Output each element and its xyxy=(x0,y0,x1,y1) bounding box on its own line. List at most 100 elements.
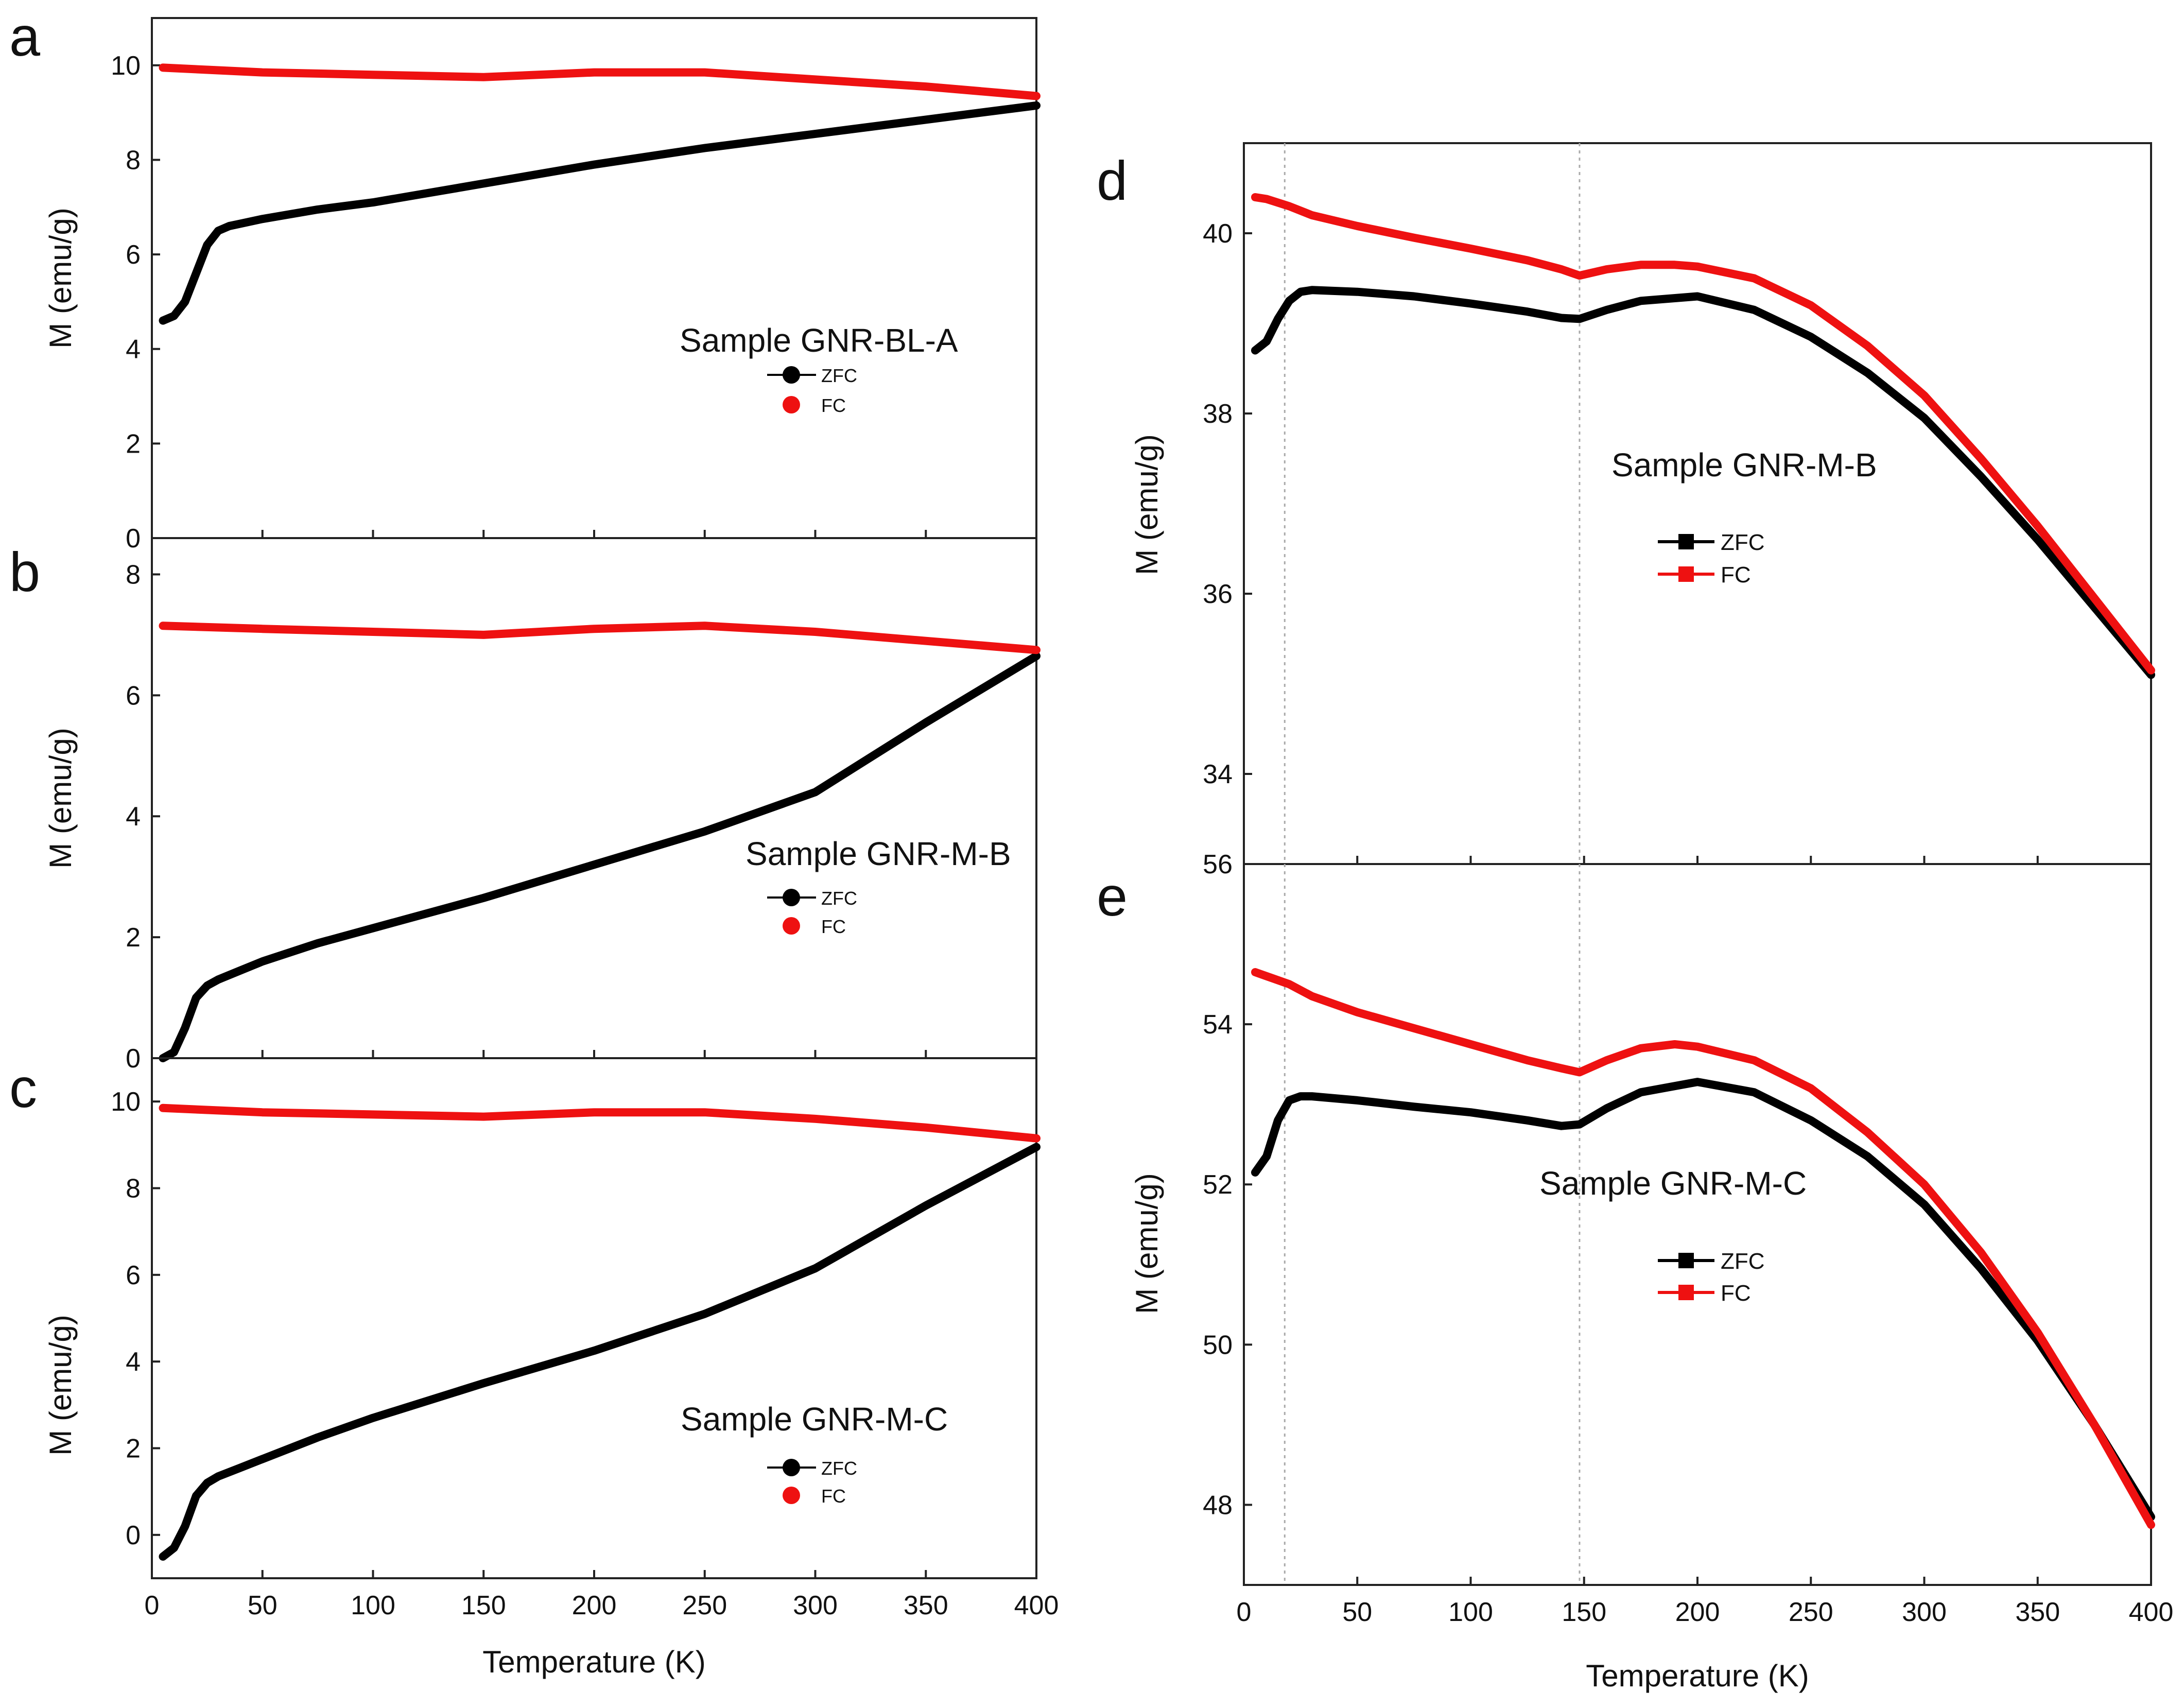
panel-b-legend-zfc-label: ZFC xyxy=(821,888,857,909)
panel-d-ylabel: M (emu/g) xyxy=(1130,434,1164,575)
panel-d-letter: d xyxy=(1097,149,1128,212)
panel-b-series xyxy=(159,622,1041,1062)
panel-c-xtick-label: 50 xyxy=(248,1591,278,1620)
panel-c-annotation: Sample GNR-M-C xyxy=(681,1401,948,1438)
panel-a-ytick-label: 0 xyxy=(126,524,141,554)
panel-e-annotation: Sample GNR-M-C xyxy=(1539,1165,1807,1202)
panel-b-ticks: 0 2 4 6 8 xyxy=(126,560,1037,1074)
panel-b: 0 2 4 6 8 b M (emu/g) Sample GNR-M-B ZFC FC xyxy=(9,537,1041,1074)
panel-e-legend: ZFC FC xyxy=(1658,1249,1765,1306)
panel-c-xtick-label: 250 xyxy=(682,1591,727,1620)
panel-d-ytick-label: 36 xyxy=(1203,579,1233,609)
panel-e-ytick-label: 52 xyxy=(1203,1170,1233,1200)
panel-e-legend-zfc-marker xyxy=(1678,1253,1694,1268)
panel-a-letter: a xyxy=(9,5,41,67)
panel-c-ytick-label: 4 xyxy=(126,1347,141,1377)
panel-d-ticks: 34 36 38 40 xyxy=(1203,219,2152,864)
panel-e-xtick-label: 350 xyxy=(2015,1597,2060,1627)
panel-a-series-zfc xyxy=(159,101,1041,325)
panel-c-ytick-label: 8 xyxy=(126,1174,141,1204)
panel-c-series-fc xyxy=(159,1103,1041,1143)
panel-e-letter: e xyxy=(1097,865,1128,927)
panel-c-xtick-label: 0 xyxy=(145,1591,160,1620)
panel-a-series-fc xyxy=(159,63,1041,100)
panel-e-ytick-label: 54 xyxy=(1203,1010,1233,1040)
panel-d-legend-zfc-label: ZFC xyxy=(1721,530,1765,555)
panel-c-xtick-label: 300 xyxy=(793,1591,838,1620)
panel-b-legend-fc-marker xyxy=(783,917,800,935)
panel-a-ylabel: M (emu/g) xyxy=(43,208,78,348)
panel-e-xtick-label: 100 xyxy=(1448,1597,1493,1627)
panel-d-ytick-label: 38 xyxy=(1203,399,1233,429)
panel-a-legend: ZFC FC xyxy=(767,365,857,416)
panel-c-xlabel: Temperature (K) xyxy=(482,1645,705,1679)
panel-e-xtick-label: 300 xyxy=(1902,1597,1947,1627)
panel-e-xtick-label: 400 xyxy=(2129,1597,2174,1627)
panel-b-ylabel: M (emu/g) xyxy=(43,728,78,868)
panel-b-legend-fc-label: FC xyxy=(821,916,846,937)
panel-a-legend-zfc-label: ZFC xyxy=(821,365,857,386)
panel-d-legend-fc-label: FC xyxy=(1721,562,1751,588)
panel-b-ytick-label: 0 xyxy=(126,1044,141,1074)
panel-c-ylabel: M (emu/g) xyxy=(43,1315,78,1455)
panel-c-legend-zfc-label: ZFC xyxy=(821,1458,857,1479)
panel-a-ticks: 0 2 4 6 8 10 xyxy=(111,51,1037,554)
panel-e-series-fc xyxy=(1251,968,2155,1529)
panel-e-ticks: 48 50 52 54 56 0 50 100 150 200 250 300 350 400 xyxy=(1203,850,2173,1627)
panel-e-series xyxy=(1251,968,2155,1529)
panel-b-legend: ZFC FC xyxy=(767,888,857,937)
panel-e-xtick-label: 50 xyxy=(1342,1597,1372,1627)
panel-c-xtick-label: 400 xyxy=(1014,1591,1059,1620)
panel-b-legend-zfc-marker xyxy=(783,889,800,906)
panel-a: 0 2 4 6 8 10 a M (emu/g) Sample GNR-BL-A ZFC … xyxy=(9,5,1041,554)
panel-d-series-zfc xyxy=(1251,286,2155,679)
panel-c-letter: c xyxy=(9,1057,37,1119)
panel-c-xtick-label: 150 xyxy=(461,1591,506,1620)
panel-b-ytick-label: 2 xyxy=(126,923,141,953)
panel-b-ytick-label: 4 xyxy=(126,802,141,832)
panel-c-ytick-label: 10 xyxy=(111,1087,141,1117)
panel-c-xtick-label: 350 xyxy=(904,1591,948,1620)
panel-b-letter: b xyxy=(9,541,40,603)
panel-c-legend-fc-label: FC xyxy=(821,1486,846,1507)
panel-e-ytick-label: 50 xyxy=(1203,1330,1233,1360)
panel-c-legend-zfc-marker xyxy=(783,1459,800,1476)
panel-e-xlabel: Temperature (K) xyxy=(1586,1659,1809,1693)
panel-a-ytick-label: 4 xyxy=(126,335,141,365)
panel-a-ytick-label: 8 xyxy=(126,145,141,175)
panel-c-ytick-label: 6 xyxy=(126,1261,141,1290)
panel-e-xtick-label: 150 xyxy=(1562,1597,1606,1627)
panel-b-ytick-label: 6 xyxy=(126,681,141,711)
panel-a-ytick-label: 6 xyxy=(126,240,141,270)
panel-e-series-zfc xyxy=(1251,1078,2155,1521)
panel-a-legend-fc-marker xyxy=(783,396,800,413)
panel-e-legend-fc-label: FC xyxy=(1721,1281,1751,1306)
panel-e-legend-zfc-label: ZFC xyxy=(1721,1249,1765,1274)
panel-e-xtick-label: 0 xyxy=(1237,1597,1252,1627)
panel-d-ytick-label: 40 xyxy=(1203,219,1233,249)
panel-b-series-fc xyxy=(159,622,1041,654)
panel-d-series xyxy=(1251,193,2155,679)
panel-e-reference-lines xyxy=(1284,864,1581,1585)
panel-a-ytick-label: 2 xyxy=(126,429,141,459)
panel-e: 48 50 52 54 56 0 50 100 150 200 250 300 350 400 e M (… xyxy=(1097,850,2173,1693)
panel-b-annotation: Sample GNR-M-B xyxy=(746,835,1011,872)
panel-a-ytick-label: 10 xyxy=(111,51,141,81)
panel-d-legend: ZFC FC xyxy=(1658,530,1765,588)
panel-c-xtick-label: 200 xyxy=(572,1591,617,1620)
panel-d-series-fc xyxy=(1251,193,2155,675)
panel-a-legend-zfc-marker xyxy=(783,366,800,384)
panel-e-ylabel: M (emu/g) xyxy=(1130,1173,1164,1314)
panel-e-ytick-label: 48 xyxy=(1203,1490,1233,1520)
panel-b-ytick-label: 8 xyxy=(126,560,141,590)
panel-d-annotation: Sample GNR-M-B xyxy=(1611,446,1877,484)
panel-c-xtick-label: 100 xyxy=(351,1591,395,1620)
panel-c-series xyxy=(159,1103,1041,1561)
panel-d-legend-zfc-marker xyxy=(1678,534,1694,549)
panel-d: 34 36 38 40 d M (emu/g) Sample GNR-M-B ZFC … xyxy=(1097,142,2155,865)
panel-c-ytick-label: 2 xyxy=(126,1434,141,1464)
panel-e-xtick-label: 200 xyxy=(1675,1597,1720,1627)
